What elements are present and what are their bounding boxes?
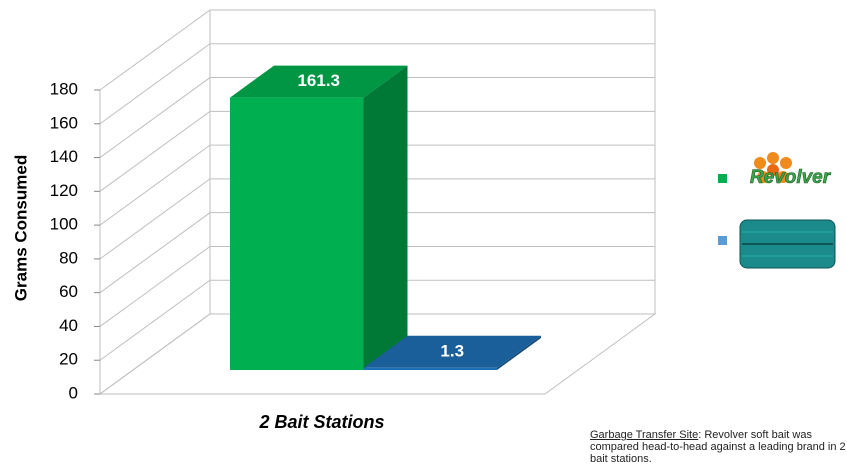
grid-line xyxy=(99,178,655,260)
legend-swatch xyxy=(718,174,727,183)
legend: Revolver xyxy=(718,152,836,269)
y-tick-label: 160 xyxy=(50,113,78,132)
legend-label: Revolver xyxy=(750,167,832,188)
grid-line xyxy=(99,9,655,91)
y-tick-label: 180 xyxy=(50,79,78,98)
y-tick-label: 140 xyxy=(50,147,78,166)
legend-bait-image xyxy=(739,219,836,269)
y-tick-label: 20 xyxy=(59,350,78,369)
y-tick-label: 120 xyxy=(50,181,78,200)
legend-logo: Revolver xyxy=(750,152,832,188)
logo-dot xyxy=(767,152,779,164)
grid-line xyxy=(99,77,655,158)
y-tick-label: 80 xyxy=(59,248,78,267)
note-link: Garbage Transfer Site xyxy=(590,429,699,441)
note-text: : Revolver soft bait was compared head-t… xyxy=(590,429,846,465)
data-label: 161.3 xyxy=(297,71,340,90)
bar xyxy=(230,97,364,371)
y-tick-label: 60 xyxy=(59,282,78,301)
grid-line xyxy=(99,245,655,327)
bar-top xyxy=(363,335,541,368)
legend-swatch xyxy=(718,236,727,245)
bar-side xyxy=(363,65,408,371)
bar xyxy=(363,367,497,370)
y-axis-title: Grams Consumed xyxy=(11,155,30,301)
logo-dot xyxy=(754,157,766,169)
logo-dot xyxy=(780,157,792,169)
note: Garbage Transfer Site: Revolver soft bai… xyxy=(590,429,847,465)
y-tick-label: 100 xyxy=(50,215,78,234)
data-label: 1.3 xyxy=(440,341,464,360)
x-tick-label: 2 Bait Stations xyxy=(258,412,384,432)
logo-dot xyxy=(757,171,769,183)
grid-line xyxy=(99,313,655,395)
plot: 0 20 40 60 80 100 120 140 160 180 161.3 1.3 xyxy=(50,9,657,402)
grid-line xyxy=(99,212,655,294)
grid-line xyxy=(99,144,655,226)
grid-line xyxy=(99,110,655,192)
grid-line xyxy=(99,279,655,361)
y-tick-label: 0 xyxy=(69,383,78,402)
y-tick-label: 40 xyxy=(59,316,78,335)
bar-side xyxy=(497,335,541,370)
bar-top xyxy=(230,65,408,98)
logo-dot xyxy=(767,164,779,176)
grid-line xyxy=(99,43,655,125)
logo-dot xyxy=(777,171,789,183)
